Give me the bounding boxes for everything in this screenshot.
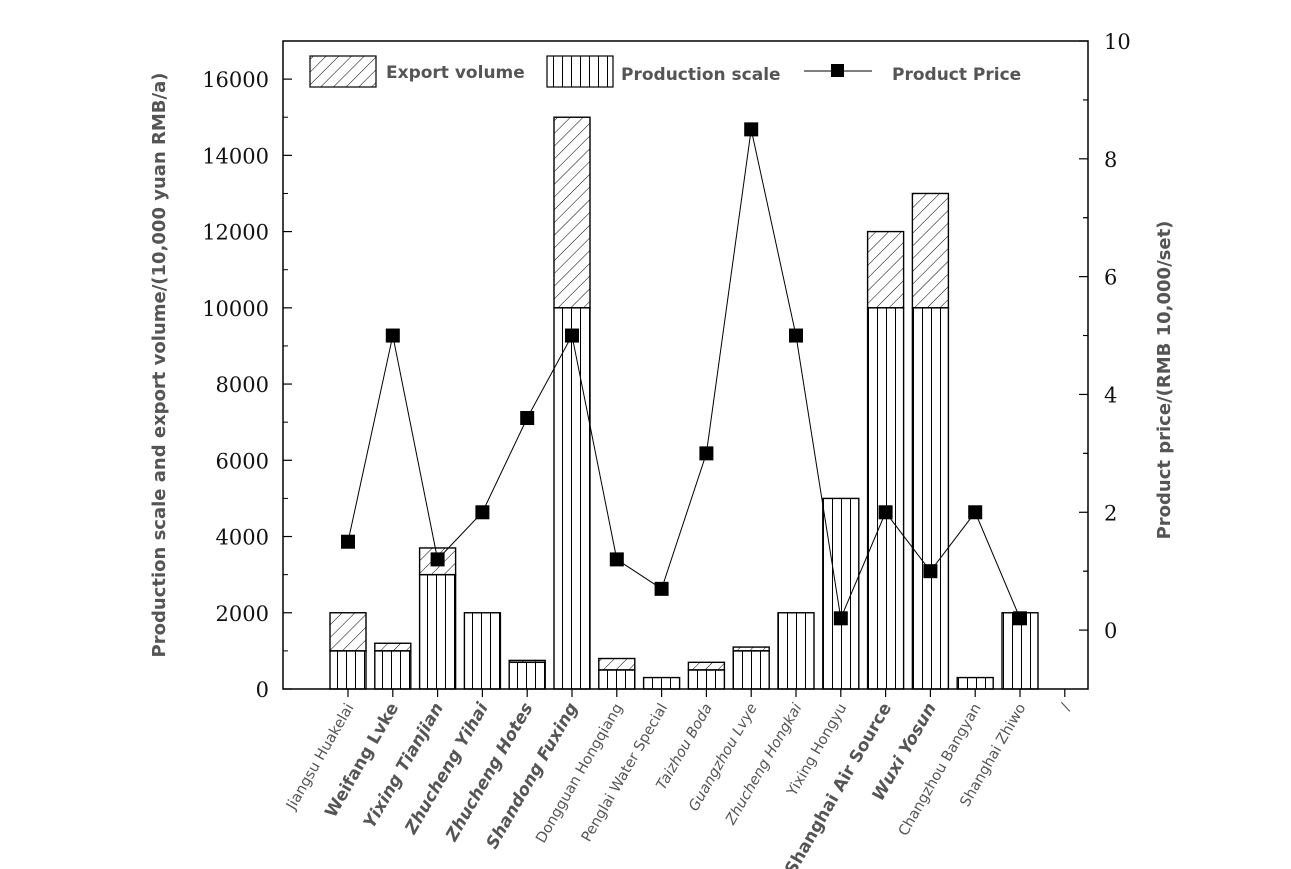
legend-label-export: Export volume (386, 63, 525, 83)
category-label: Penglai Water Special (579, 701, 671, 845)
y-right-tick-label: 2 (1104, 501, 1117, 525)
y-right-tick-label: 8 (1104, 148, 1117, 172)
price-point (1013, 611, 1027, 626)
legend-swatch-production (546, 55, 614, 88)
price-point (565, 328, 579, 343)
export-bar (553, 116, 591, 309)
production-bar (1001, 612, 1039, 690)
production-bar (642, 676, 681, 690)
y-left-tick-label: 12000 (202, 221, 269, 245)
plot-frame (282, 40, 1089, 690)
price-point (789, 328, 803, 343)
production-bar (777, 612, 815, 690)
right-axis-title: Product price/(RMB 10,000/set) (1154, 221, 1175, 540)
y-left-tick-label: 0 (256, 678, 269, 702)
price-line (341, 122, 1027, 626)
legend-swatch-export (309, 55, 377, 88)
left-axis-title: Production scale and export volume/(10,0… (149, 73, 170, 658)
export-bar (374, 642, 412, 652)
production-bar (598, 669, 636, 690)
production-bar (374, 650, 412, 690)
price-series-line (347, 129, 1021, 621)
legend-label-production: Production scale (621, 65, 781, 85)
export-bar (866, 230, 905, 309)
price-point (609, 552, 624, 567)
production-bar (956, 676, 994, 690)
left-axis-ticks: 0 2000 4000 6000 8000 10000 12000 14000 16000 (202, 68, 292, 702)
production-bar (822, 497, 860, 690)
production-bar (732, 650, 770, 690)
y-left-tick-label: 16000 (202, 68, 269, 92)
category-label: Dongguan Hongqiang (533, 701, 626, 846)
price-point (385, 328, 400, 343)
production-bar (911, 307, 950, 690)
price-point (968, 505, 983, 520)
export-bar (329, 612, 367, 652)
production-bar (418, 573, 457, 690)
legend-label-price: Product Price (892, 65, 1021, 85)
bars (329, 116, 1066, 697)
production-bar (687, 669, 726, 690)
production-bar (866, 307, 905, 690)
category-label: / (1058, 701, 1074, 713)
category-label: Changzhou Bangyan (896, 701, 985, 839)
price-point (475, 505, 490, 520)
y-left-tick-label: 10000 (202, 297, 269, 321)
production-bar (463, 612, 502, 690)
production-bar (553, 307, 591, 690)
export-bar (508, 659, 546, 664)
y-right-tick-label: 10 (1104, 30, 1131, 54)
price-point (699, 446, 714, 461)
price-point (878, 505, 893, 520)
y-left-tick-label: 4000 (216, 526, 269, 550)
y-right-tick-label: 0 (1104, 619, 1117, 643)
export-bar (598, 657, 636, 671)
export-bar (687, 661, 726, 671)
category-label: Yixing Tianjian (360, 700, 448, 832)
right-axis-ticks: 0 2 4 6 8 10 (1079, 30, 1131, 643)
price-point (923, 564, 938, 579)
price-point (520, 411, 535, 426)
y-left-tick-label: 6000 (216, 449, 269, 473)
y-right-tick-label: 4 (1104, 383, 1117, 407)
export-bar (911, 192, 950, 309)
export-bar (732, 646, 770, 652)
production-bar (329, 650, 367, 690)
y-left-tick-label: 2000 (216, 602, 269, 626)
y-left-tick-label: 8000 (216, 373, 269, 397)
price-point (341, 534, 355, 549)
legend: Export volume Production scale Product P… (309, 55, 1021, 88)
y-right-tick-label: 6 (1104, 266, 1117, 290)
price-point (744, 122, 759, 137)
legend-marker-price (831, 64, 844, 77)
y-left-tick-label: 14000 (202, 144, 269, 168)
price-point (654, 581, 669, 596)
price-point (833, 611, 848, 626)
production-bar (508, 661, 546, 690)
price-point (430, 552, 445, 567)
